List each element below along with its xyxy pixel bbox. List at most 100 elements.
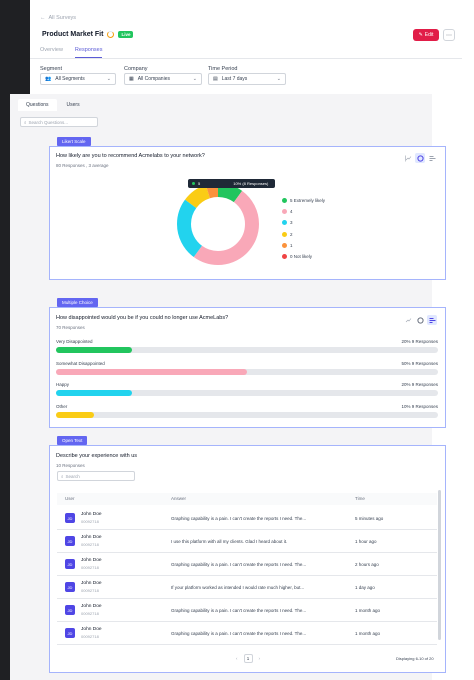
user-id: 00092718 xyxy=(81,588,99,593)
legend-label: 4 xyxy=(290,209,293,215)
user-name: John Doe xyxy=(81,535,102,540)
line-chart-icon[interactable] xyxy=(403,315,413,325)
back-link[interactable]: ← All Surveys xyxy=(40,15,76,21)
chevron-down-icon: ⌄ xyxy=(192,76,197,82)
tabs-divider xyxy=(30,58,462,59)
line-chart-icon[interactable] xyxy=(403,153,413,163)
table-row[interactable]: JD John Doe 00092718 Graphing capability… xyxy=(57,622,437,645)
legend-item[interactable]: 4 xyxy=(282,206,325,217)
edit-label: Edit xyxy=(424,32,434,38)
legend-item[interactable]: 0 Not likely xyxy=(282,251,325,262)
legend-item[interactable]: 3 xyxy=(282,217,325,228)
legend-item[interactable]: 2 xyxy=(282,229,325,240)
legend-swatch xyxy=(282,242,287,248)
answer-time: 1 month ago xyxy=(355,631,381,636)
tab-overview[interactable]: Overview xyxy=(40,47,63,53)
mc-option-track xyxy=(56,390,438,396)
answer-text: Graphing capability is a pain. I can't c… xyxy=(171,562,307,567)
status-badge: Live xyxy=(118,31,134,38)
open-text-badge: Open Text xyxy=(57,436,88,445)
search-input[interactable]: ⌕ Search Questions... xyxy=(20,117,98,127)
tab-users[interactable]: Users xyxy=(66,102,80,108)
users-icon: 👥 xyxy=(45,76,52,82)
time-period-label: Time Period xyxy=(208,66,238,72)
user-id: 00092718 xyxy=(81,565,99,570)
prev-page-button[interactable]: ‹ xyxy=(236,656,238,661)
legend-label: 1 xyxy=(290,242,293,248)
avatar: JD xyxy=(65,628,75,638)
page-title: Product Market Fit xyxy=(42,31,104,38)
company-select[interactable]: ▦ All Companies ⌄ xyxy=(124,73,202,85)
search-icon: ⌕ xyxy=(61,473,64,479)
mc-option-percent: 50% 9 Responses xyxy=(401,361,438,366)
bar-chart-icon[interactable] xyxy=(427,153,437,163)
avatar: JD xyxy=(65,582,75,592)
legend-item[interactable]: 5 Extremely likely xyxy=(282,195,325,206)
mc-view-toggle xyxy=(403,315,437,325)
tooltip-label: 5 xyxy=(198,181,201,186)
answer-text: If your platform worked as intended I wo… xyxy=(171,585,305,590)
mc-option-label: Other xyxy=(56,404,68,409)
pagination: ‹ 1 › xyxy=(236,654,260,663)
donut-segment-2[interactable] xyxy=(177,183,259,265)
legend-item[interactable]: 1 xyxy=(282,240,325,251)
table-row[interactable]: JD John Doe 00092718 I use this platform… xyxy=(57,530,437,553)
next-page-button[interactable]: › xyxy=(258,656,261,661)
legend-label: 2 xyxy=(290,231,293,237)
legend-swatch xyxy=(282,220,287,226)
mc-option-percent: 20% 9 Responses xyxy=(401,382,438,387)
answers-search-input[interactable]: ⌕ Search xyxy=(57,471,135,481)
user-name: John Doe xyxy=(81,512,102,517)
donut-chart-icon[interactable] xyxy=(415,315,425,325)
chevron-down-icon: ⌄ xyxy=(106,76,111,82)
user-id: 00092718 xyxy=(81,519,99,524)
table-scrollbar[interactable] xyxy=(438,490,441,640)
table-row[interactable]: JD John Doe 00092718 If your platform wo… xyxy=(57,576,437,599)
search-icon: ⌕ xyxy=(24,119,27,125)
legend-swatch xyxy=(282,209,287,215)
bar-chart-icon[interactable] xyxy=(427,315,437,325)
donut-segment-1[interactable] xyxy=(177,183,259,265)
donut-chart-icon[interactable] xyxy=(415,153,425,163)
likert-legend: 5 Extremely likely 4 3 2 1 0 Not likely xyxy=(282,195,325,262)
user-name: John Doe xyxy=(81,558,102,563)
likert-badge: Likert Scale xyxy=(57,137,91,146)
tooltip-value: 10% (8 Responses) xyxy=(233,181,269,186)
multiple-choice-badge: Multiple Choice xyxy=(57,298,98,307)
mc-option-label: Very Disappointed xyxy=(56,339,93,344)
time-period-select[interactable]: ▤ Last 7 days ⌄ xyxy=(208,73,286,85)
mc-option-track xyxy=(56,412,438,418)
building-icon: ▦ xyxy=(129,76,134,82)
time-period-value: Last 7 days xyxy=(221,76,248,82)
legend-label: 3 xyxy=(290,220,293,226)
legend-label: 5 Extremely likely xyxy=(290,198,326,204)
calendar-icon: ▤ xyxy=(213,76,218,82)
answer-time: 5 minutes ago xyxy=(355,516,384,521)
current-page-button[interactable]: 1 xyxy=(243,654,253,663)
legend-label: 0 Not likely xyxy=(290,254,313,260)
table-row[interactable]: JD John Doe 00092718 Graphing capability… xyxy=(57,507,437,530)
edit-button[interactable]: ✎ Edit xyxy=(413,29,439,41)
avatar: JD xyxy=(65,513,75,523)
tab-responses[interactable]: Responses xyxy=(74,47,103,58)
likert-question-title: How likely are you to recommend Acmelabs… xyxy=(56,153,205,159)
mc-question-title: How disappointed would you be if you cou… xyxy=(56,315,229,321)
answer-time: 1 month ago xyxy=(355,608,381,613)
likert-view-toggle xyxy=(403,153,437,163)
table-row[interactable]: JD John Doe 00092718 Graphing capability… xyxy=(57,599,437,622)
open-text-card xyxy=(49,445,446,673)
table-row[interactable]: JD John Doe 00092718 Graphing capability… xyxy=(57,553,437,576)
donut-segment-4[interactable] xyxy=(177,183,259,265)
more-icon: ⋯ xyxy=(446,32,452,39)
mc-option-bar xyxy=(56,390,133,396)
segment-select[interactable]: 👥 All Segments ⌄ xyxy=(40,73,116,85)
user-name: John Doe xyxy=(81,581,102,586)
likert-question-subtitle: 80 Responses , 3 average xyxy=(56,163,109,168)
tab-questions[interactable]: Questions xyxy=(18,99,57,111)
user-name: John Doe xyxy=(81,604,102,609)
mc-option-bar xyxy=(56,369,247,375)
mc-option-percent: 10% 9 Responses xyxy=(401,404,438,409)
more-options-button[interactable]: ⋯ xyxy=(443,29,455,41)
chart-tooltip: 5 10% (8 Responses) xyxy=(188,179,275,188)
answer-time: 1 hour ago xyxy=(355,539,377,544)
